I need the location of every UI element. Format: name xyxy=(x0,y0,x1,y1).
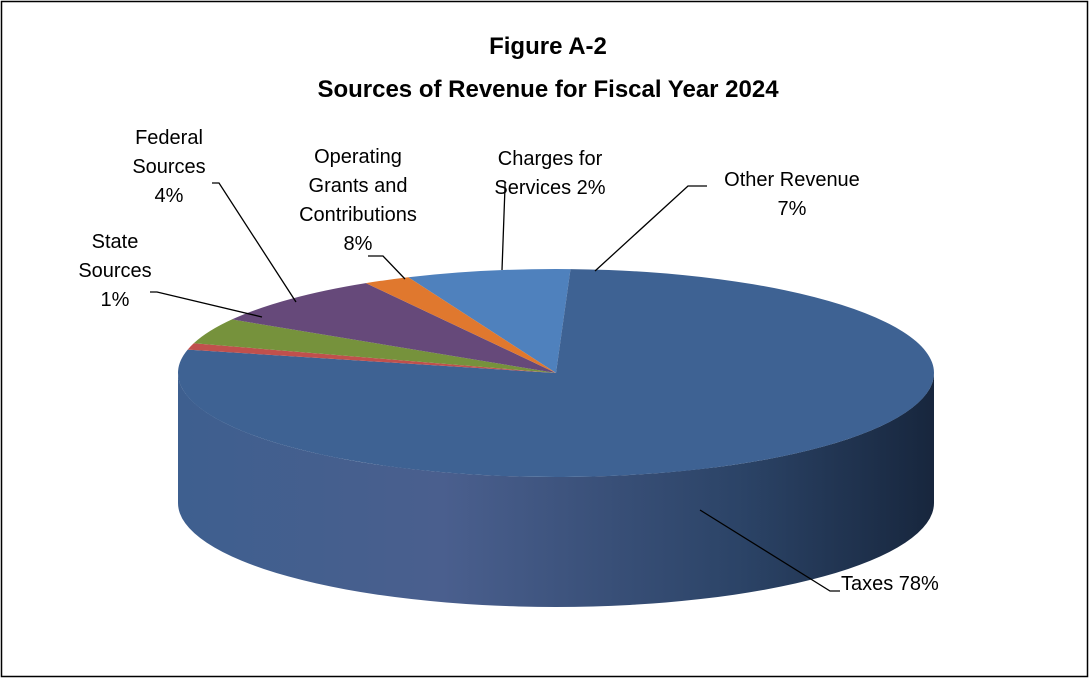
pie-top xyxy=(177,269,934,477)
pie-slice-federal-sources xyxy=(193,319,556,373)
pie-slice-charges-for-services xyxy=(365,277,556,373)
data-label-charges-for-services-line-1: Charges for xyxy=(498,148,603,170)
data-label-charges-for-services-line-2: Services 2% xyxy=(494,177,605,199)
data-label-other-revenue-line-1: Other Revenue xyxy=(724,169,860,191)
data-label-federal-sources-line-3: 4% xyxy=(155,185,184,207)
leader-line-state-sources xyxy=(150,291,263,318)
data-label-state-sources-line-1: State xyxy=(92,231,139,253)
slice-labels: Other Revenue 7% Taxes 78% State Sources 1% Fe… xyxy=(78,127,939,595)
label-leaders xyxy=(150,182,840,592)
data-label-operating-grants-and-contributions-line-1: Operating xyxy=(314,146,402,168)
data-label-operating-grants-and-contributions-line-4: 8% xyxy=(344,233,373,255)
data-label-state-sources-line-2: Sources xyxy=(78,260,151,282)
leader-line-operating-grants-and-contributions xyxy=(368,255,406,280)
data-label-federal-sources-line-1: Federal xyxy=(135,127,203,149)
pie-slice-taxes xyxy=(177,269,934,477)
chart-title-line-2: Sources of Revenue for Fiscal Year 2024 xyxy=(317,76,779,103)
leader-line-taxes xyxy=(699,509,840,592)
leader-line-other-revenue xyxy=(594,185,707,272)
pie-side xyxy=(178,373,934,607)
leader-line-federal-sources xyxy=(212,182,297,303)
data-label-operating-grants-and-contributions-line-2: Grants and xyxy=(309,175,408,197)
data-label-taxes-line-1: Taxes 78% xyxy=(841,573,939,595)
pie-slice-operating-grants-and-contributions xyxy=(231,283,556,373)
pie-slice-state-sources xyxy=(187,343,556,373)
pie-slice-other-revenue xyxy=(408,269,571,373)
pie-side-taxes xyxy=(178,373,934,607)
chart-title-line-1: Figure A-2 xyxy=(489,33,607,60)
data-label-state-sources-line-3: 1% xyxy=(101,289,130,311)
leader-line-charges-for-services xyxy=(501,182,506,271)
data-label-operating-grants-and-contributions-line-3: Contributions xyxy=(299,204,417,226)
data-label-federal-sources-line-2: Sources xyxy=(132,156,205,178)
data-label-other-revenue-line-2: 7% xyxy=(778,198,807,220)
